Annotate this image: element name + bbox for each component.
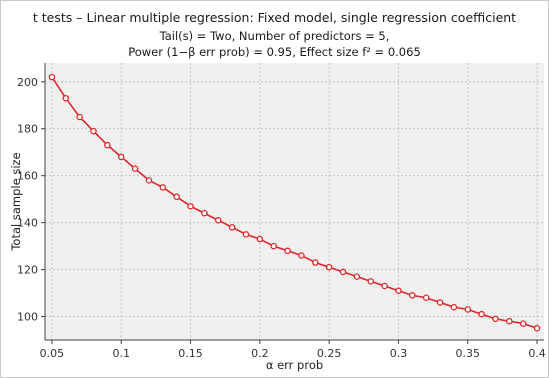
data-point	[90, 127, 97, 135]
y-axis-label: Total sample size	[9, 152, 23, 251]
data-point	[450, 303, 458, 311]
x-tick-label: 0.15	[178, 347, 203, 360]
data-point	[478, 310, 485, 318]
data-point	[506, 317, 513, 325]
x-tick-label: 0.3	[390, 347, 408, 360]
data-point	[117, 153, 125, 161]
y-tick-label: 160	[17, 170, 38, 183]
data-point	[492, 315, 499, 323]
data-point	[381, 282, 388, 290]
data-point	[353, 273, 361, 280]
data-point	[173, 193, 180, 201]
x-tick-label: 0.4	[528, 347, 546, 360]
data-point	[48, 73, 56, 81]
data-point	[159, 184, 167, 191]
data-point	[395, 287, 402, 294]
data-point	[228, 224, 236, 231]
y-tick-label: 120	[17, 264, 38, 277]
data-point	[242, 231, 250, 238]
data-points	[48, 73, 541, 332]
data-point	[131, 165, 139, 172]
data-point	[76, 113, 83, 121]
data-point	[187, 202, 194, 210]
x-tick-label: 0.05	[40, 347, 65, 360]
data-point	[201, 209, 208, 217]
x-tick-label: 0.35	[456, 347, 481, 360]
data-point	[62, 94, 70, 102]
x-tick-label: 0.25	[317, 347, 342, 360]
y-tick-label: 200	[17, 76, 38, 89]
data-point	[339, 268, 347, 276]
x-tick-label: 0.2	[251, 347, 269, 360]
data-point	[270, 242, 277, 250]
data-point	[436, 299, 444, 306]
chart-subtitle-parameters: Tail(s) = Two, Number of predictors = 5,	[159, 29, 390, 43]
data-point	[284, 247, 291, 255]
data-point	[367, 278, 374, 285]
grid-lines	[45, 63, 544, 340]
y-tick-label: 180	[17, 123, 38, 136]
data-point	[325, 263, 333, 271]
data-point	[256, 235, 264, 243]
data-point	[145, 177, 153, 184]
data-point	[533, 325, 541, 332]
chart-subtitle-power-effect: Power (1−β err prob) = 0.95, Effect size…	[128, 45, 421, 59]
data-point	[312, 259, 319, 266]
data-point	[422, 294, 430, 301]
chart-title: t tests – Linear multiple regression: Fi…	[32, 10, 517, 25]
x-axis-ticks: 0.05 0.1 0.15 0.2 0.25 0.3 0.35 0.4	[40, 340, 546, 360]
x-tick-label: 0.1	[112, 347, 130, 360]
data-point	[519, 320, 527, 327]
data-point	[409, 292, 416, 299]
data-point	[104, 141, 111, 149]
y-tick-label: 140	[17, 217, 38, 230]
x-axis-label: α err prob	[266, 358, 323, 372]
y-axis-ticks: 100 120 140 160 180 200	[17, 76, 45, 324]
data-point	[464, 306, 472, 313]
data-point	[215, 217, 222, 224]
data-point	[298, 252, 305, 259]
y-tick-label: 100	[17, 311, 38, 324]
plot-area	[45, 63, 544, 340]
axes	[44, 63, 544, 341]
